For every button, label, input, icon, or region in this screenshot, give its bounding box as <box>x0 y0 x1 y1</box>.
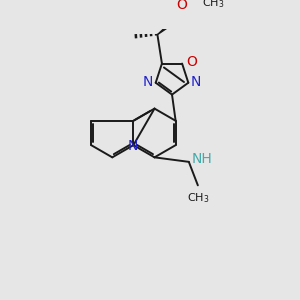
Text: N: N <box>127 139 138 153</box>
Text: NH: NH <box>191 152 212 166</box>
Text: N: N <box>142 75 153 89</box>
Text: O: O <box>176 0 187 12</box>
Text: N: N <box>191 75 201 89</box>
Polygon shape <box>158 15 182 35</box>
Text: CH$_3$: CH$_3$ <box>202 0 224 10</box>
Text: O: O <box>187 55 197 69</box>
Text: CH$_3$: CH$_3$ <box>187 191 209 205</box>
